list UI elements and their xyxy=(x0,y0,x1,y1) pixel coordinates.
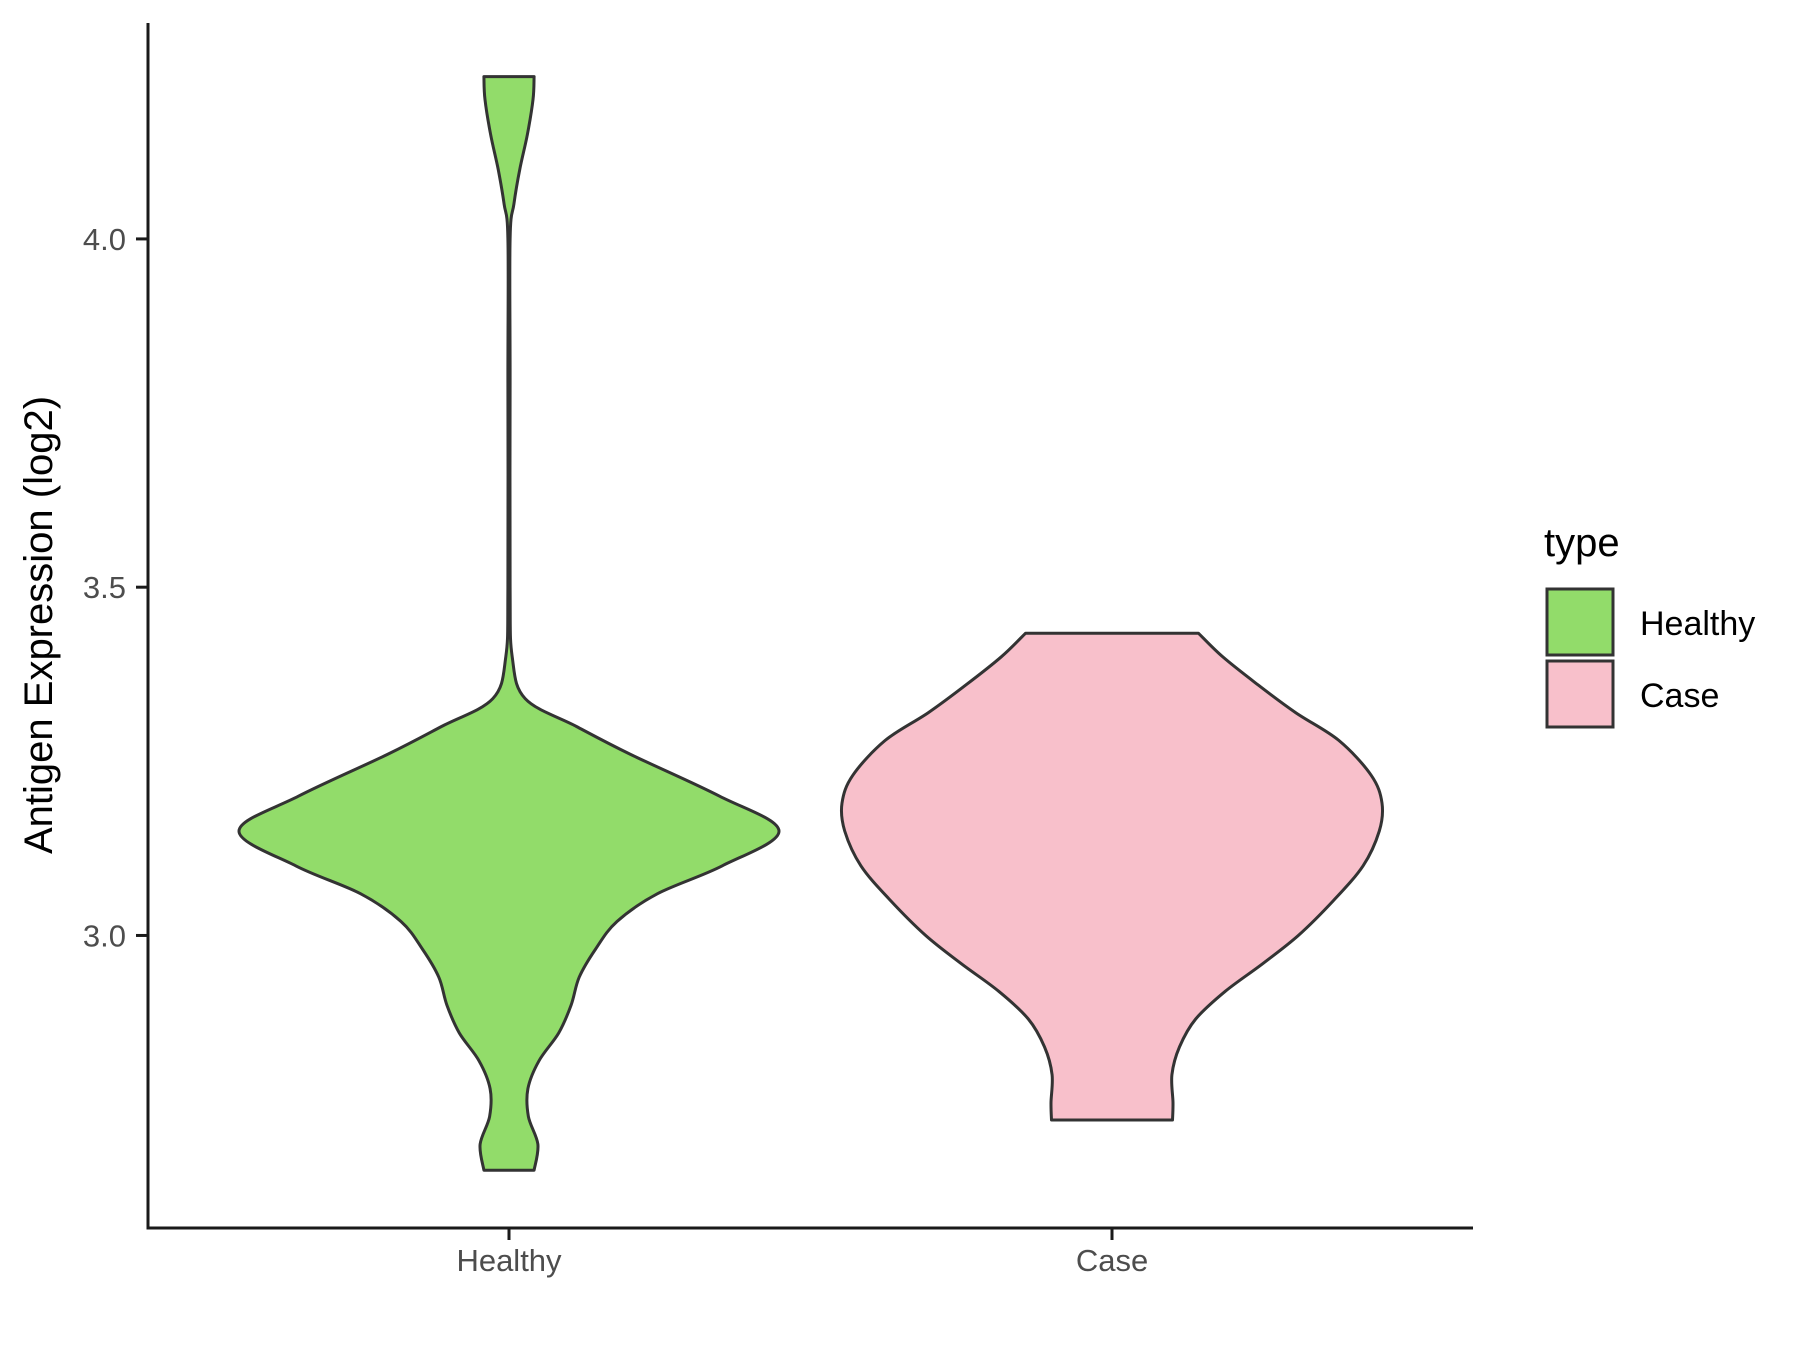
legend-label-case: Case xyxy=(1640,677,1719,715)
x-ticks: Healthy Case xyxy=(456,1228,1148,1278)
y-tick-label: 3.5 xyxy=(83,570,126,605)
x-tick-label: Case xyxy=(1076,1243,1148,1278)
y-axis-label: Antigen Expression (log2) xyxy=(17,396,61,854)
legend-title: type xyxy=(1544,521,1620,565)
violin-case xyxy=(839,631,1385,1122)
x-tick-label: Healthy xyxy=(456,1243,562,1278)
legend-label-healthy: Healthy xyxy=(1640,605,1755,643)
y-tick-label: 4.0 xyxy=(83,222,126,257)
legend-swatch-healthy xyxy=(1545,587,1615,657)
axes xyxy=(146,23,1473,1230)
legend: type Healthy Case xyxy=(1544,521,1755,729)
violin-layer xyxy=(237,75,1385,1172)
legend-swatch-case xyxy=(1545,659,1615,729)
y-ticks: 3.0 3.5 4.0 xyxy=(83,222,148,953)
violin-healthy xyxy=(237,75,781,1172)
y-tick-label: 3.0 xyxy=(83,918,126,953)
